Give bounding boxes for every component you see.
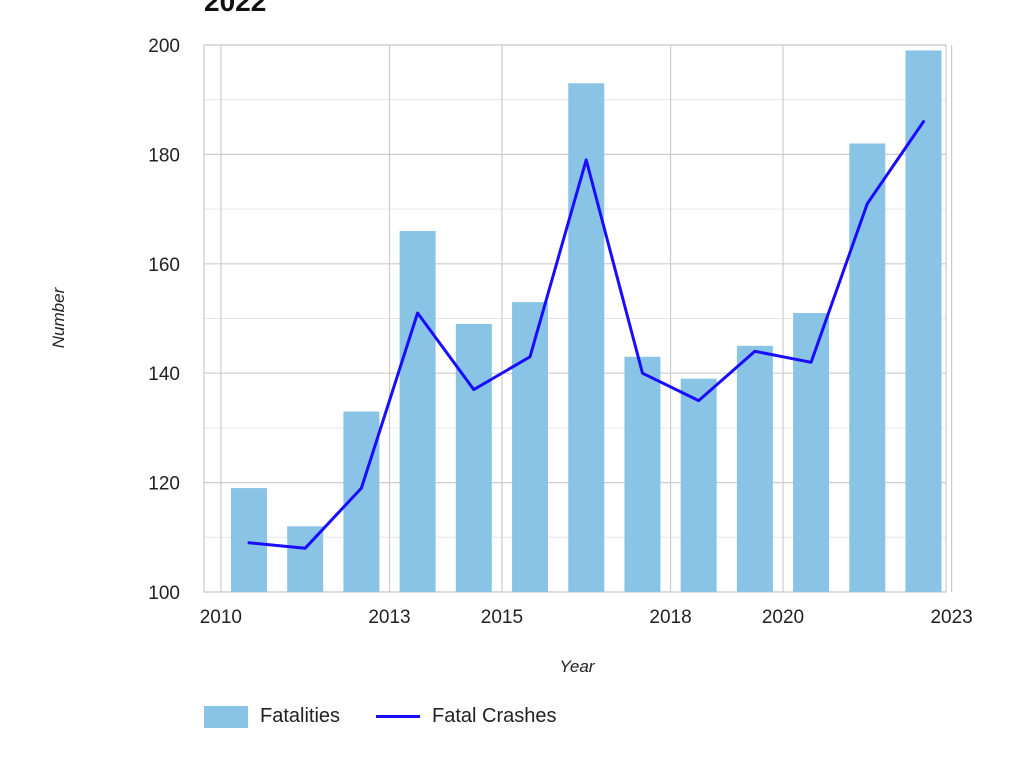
bar-fatalities: [736, 345, 773, 592]
x-axis-label: Year: [560, 657, 596, 676]
y-axis-label: Number: [49, 286, 68, 348]
chart-title: 2022: [204, 0, 267, 17]
line-fatal-crashes: [247, 120, 925, 550]
y-tick-label: 160: [148, 255, 180, 276]
bar-fatalities: [230, 488, 267, 592]
x-tick-label: 2023: [930, 607, 972, 628]
legend-label-fatal-crashes: Fatal Crashes: [432, 705, 557, 727]
bar-fatalities: [793, 313, 830, 592]
legend-item-fatal-crashes[interactable]: Fatal Crashes: [376, 705, 557, 728]
y-tick-label: 180: [148, 145, 180, 166]
legend-item-fatalities[interactable]: Fatalities: [204, 705, 340, 728]
legend: Fatalities Fatal Crashes: [204, 705, 593, 728]
x-tick-label: 2013: [368, 607, 410, 628]
bar-fatalities: [399, 230, 436, 593]
bar-fatalities: [512, 302, 549, 592]
y-tick-label: 100: [148, 583, 180, 604]
bar-fatalities: [905, 50, 942, 593]
x-tick-label: 2010: [200, 607, 242, 628]
bar-fatalities: [455, 323, 492, 592]
bar-fatalities: [624, 356, 661, 592]
bar-fatalities: [568, 83, 605, 592]
bar-fatalities: [680, 378, 717, 592]
x-tick-label: 2018: [649, 607, 691, 628]
y-tick-label: 120: [148, 474, 180, 495]
legend-label-fatalities: Fatalities: [260, 705, 341, 727]
y-tick-label: 140: [148, 364, 180, 385]
bar-fatalities: [849, 143, 886, 592]
y-tick-label: 200: [148, 36, 180, 57]
legend-swatch-fatalities: [204, 705, 248, 728]
x-tick-label: 2020: [762, 607, 804, 628]
x-tick-label: 2015: [481, 607, 523, 628]
legend-swatch-fatal-crashes: [376, 715, 421, 718]
